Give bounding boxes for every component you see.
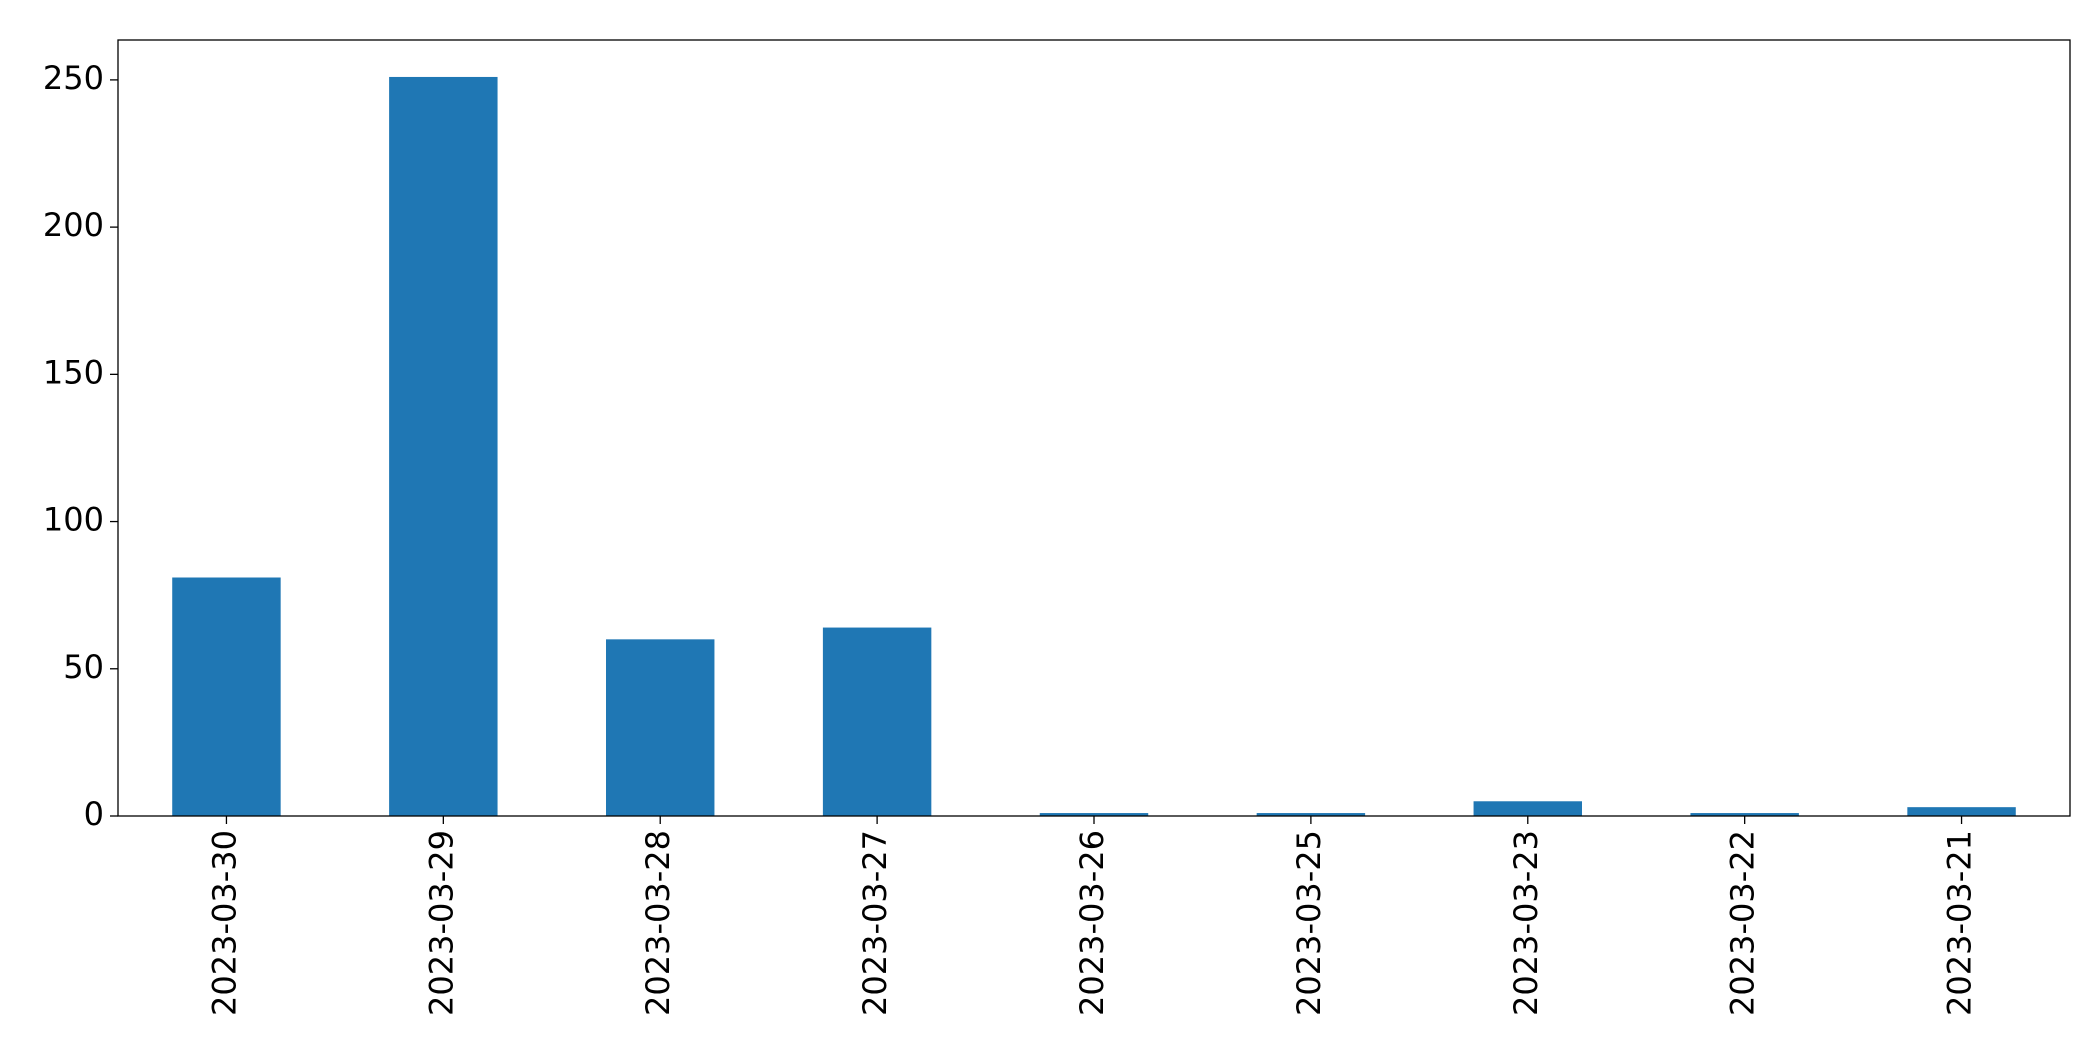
bar (1690, 813, 1799, 816)
bar (1039, 813, 1149, 816)
bar (822, 627, 932, 816)
y-tick-label: 0 (84, 795, 104, 833)
bar (1907, 807, 2016, 816)
bar (606, 639, 715, 816)
x-tick-label: 2023-03-22 (1724, 830, 1762, 1016)
x-tick-label: 2023-03-25 (1290, 830, 1328, 1016)
x-tick-label: 2023-03-30 (205, 830, 243, 1016)
bar (389, 76, 498, 816)
x-tick-label: 2023-03-21 (1941, 830, 1979, 1016)
y-tick-label: 250 (43, 59, 104, 97)
bar (1473, 801, 1582, 816)
x-tick-label: 2023-03-26 (1073, 830, 1111, 1016)
y-tick-label: 50 (63, 648, 104, 686)
y-tick-label: 150 (43, 353, 104, 391)
x-tick-label: 2023-03-29 (422, 830, 460, 1016)
bar (172, 577, 281, 816)
plot-frame (117, 39, 2071, 817)
x-tick-label: 2023-03-23 (1507, 830, 1545, 1016)
x-tick-label: 2023-03-27 (856, 830, 894, 1016)
x-tick-label: 2023-03-28 (639, 830, 677, 1016)
y-tick-label: 100 (43, 501, 104, 539)
y-tick-label: 200 (43, 206, 104, 244)
bar (1256, 813, 1366, 816)
